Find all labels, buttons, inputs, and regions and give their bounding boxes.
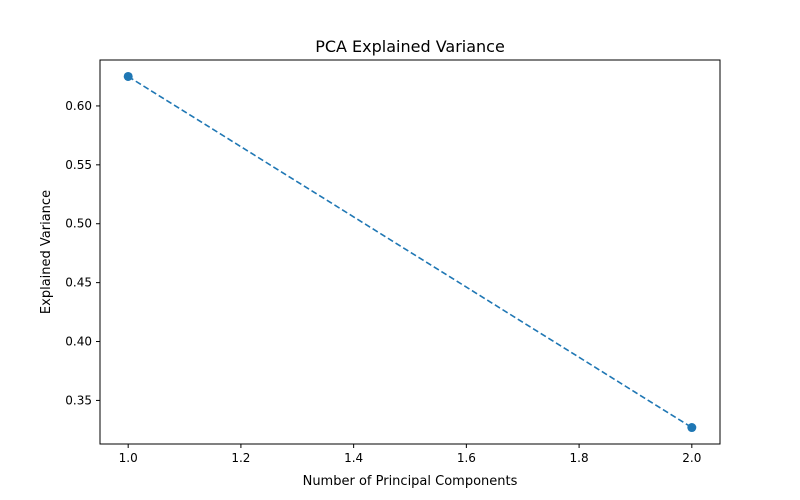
x-tick-label: 1.8 [570,451,589,465]
y-tick-label: 0.60 [65,99,92,113]
data-point [687,423,697,433]
plot-area-frame [99,59,721,445]
x-tick-label: 1.0 [119,451,138,465]
data-point [123,71,133,81]
y-tick-label: 0.35 [65,393,92,407]
chart-title: PCA Explained Variance [315,37,505,56]
y-tick-label: 0.50 [65,217,92,231]
x-tick-label: 1.2 [231,451,250,465]
data-points [123,71,697,433]
x-axis-label: Number of Principal Components [303,474,518,489]
x-axis: 1.0 1.2 1.4 1.6 1.8 2.0 [119,444,701,465]
y-tick-label: 0.55 [65,158,92,172]
y-tick-label: 0.45 [65,276,92,290]
y-axis: 0.35 0.40 0.45 0.50 0.55 0.60 [65,99,100,407]
x-tick-label: 1.6 [457,451,476,465]
x-tick-label: 1.4 [344,451,363,465]
y-tick-label: 0.40 [65,335,92,349]
explained-variance-line [127,75,693,429]
y-axis-label: Explained Variance [39,190,54,314]
x-tick-label: 2.0 [682,451,701,465]
